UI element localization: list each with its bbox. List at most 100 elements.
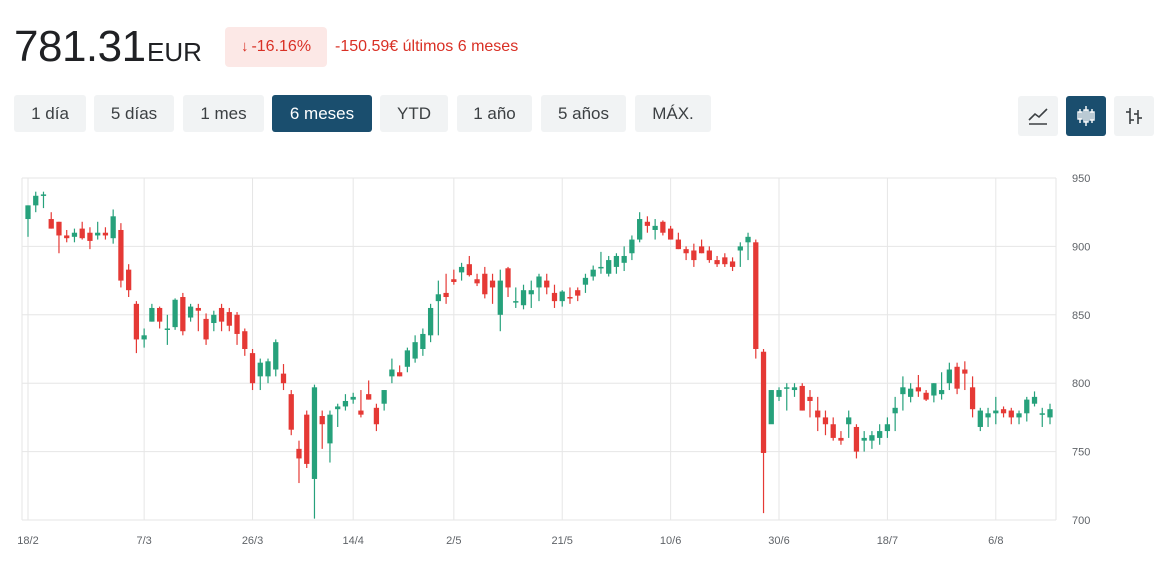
y-tick-label: 800 [1072,378,1090,390]
candle [877,424,883,445]
candle [822,410,829,436]
candle-body [1039,413,1045,415]
candle-body [226,312,232,326]
tab-max[interactable]: MÁX. [635,95,711,132]
candle [373,403,380,432]
candle [1024,396,1030,422]
y-axis: 950 900 850 800 750 700 [1072,173,1090,527]
currency-label: EUR [147,37,202,67]
x-tick-label: 6/8 [988,535,1003,547]
candle [358,390,364,418]
candle [327,410,333,463]
candle [187,303,194,322]
candle [993,396,999,425]
candle [118,223,124,288]
candle [977,407,983,432]
candle-body [877,431,883,438]
tab-ytd[interactable]: YTD [380,95,448,132]
candle-body [644,221,651,226]
tab-1-year[interactable]: 1 año [457,95,532,132]
candle [923,390,929,401]
candle-body [799,385,805,411]
candle-body [567,297,573,299]
candle-body [466,264,472,276]
candle [40,191,47,209]
candle-body [520,290,527,306]
candle-body [110,216,116,239]
candle [667,225,674,240]
candle-body [551,292,558,302]
candle [698,239,705,254]
candle-body [126,269,132,291]
candle [691,243,697,267]
x-tick-label: 10/6 [660,535,681,547]
x-tick-label: 21/5 [552,535,573,547]
candle-body [753,242,759,349]
y-tick-label: 950 [1072,173,1090,185]
candle-body [791,387,798,391]
candle-body [211,314,217,324]
candle [273,339,279,377]
candle [404,347,411,373]
candle-body [218,307,225,322]
candle-body [931,383,937,396]
candle-body [187,306,194,318]
candle [420,328,426,356]
candle [938,372,945,400]
x-tick-label: 30/6 [768,535,789,547]
candle-body [397,372,403,377]
candle [311,384,318,519]
candle [760,349,767,514]
candle-body [435,294,441,302]
candle [737,242,743,267]
candle [242,328,248,356]
candle [551,284,558,308]
candle-body [350,396,356,400]
candle [397,365,403,377]
down-arrow-icon: ↓ [240,38,249,55]
candlestick-chart-button[interactable] [1066,96,1106,136]
candle-body [265,361,271,377]
candle-body [118,229,124,281]
candlestick-chart[interactable]: 950 900 850 800 750 700 18/2 7/3 26/3 14/4 2/5 21/… [0,160,1161,560]
candle-body [822,417,829,425]
candle [218,303,225,332]
candle-body [760,351,767,453]
tab-5-years[interactable]: 5 años [541,95,626,132]
candle [846,410,852,438]
tab-1-month[interactable]: 1 mes [183,95,264,132]
candle-body [714,260,720,265]
candle-body [40,194,47,196]
tab-6-months[interactable]: 6 meses [272,95,372,132]
candle-body [33,195,39,206]
tab-1-day[interactable]: 1 día [14,95,86,132]
candle-body [79,228,85,239]
candle-body [698,246,705,254]
change-percent-badge: ↓ -16.16% [225,27,327,67]
candle [319,410,325,449]
y-tick-label: 700 [1072,515,1090,527]
candle-body [691,250,697,261]
candle [1016,410,1022,425]
candle [226,307,232,332]
candle [729,257,736,272]
candle [853,424,860,459]
ohlc-chart-button[interactable] [1114,96,1154,136]
candle-body [737,246,743,251]
line-chart-button[interactable] [1018,96,1058,136]
x-axis: 18/2 7/3 26/3 14/4 2/5 21/5 10/6 30/6 18/7 6/8 [17,535,1003,547]
candle [427,303,434,343]
candle-body [977,410,983,427]
candle-body [373,407,380,425]
candle [590,265,596,281]
candle [544,273,550,295]
candle [482,266,488,299]
candle-body [172,299,178,328]
candle [149,303,155,322]
candle [172,298,178,330]
x-tick-label: 18/2 [17,535,38,547]
y-tick-label: 900 [1072,241,1090,253]
candle-body [962,369,968,374]
candle-body [853,426,860,452]
tab-5-days[interactable]: 5 días [94,95,174,132]
